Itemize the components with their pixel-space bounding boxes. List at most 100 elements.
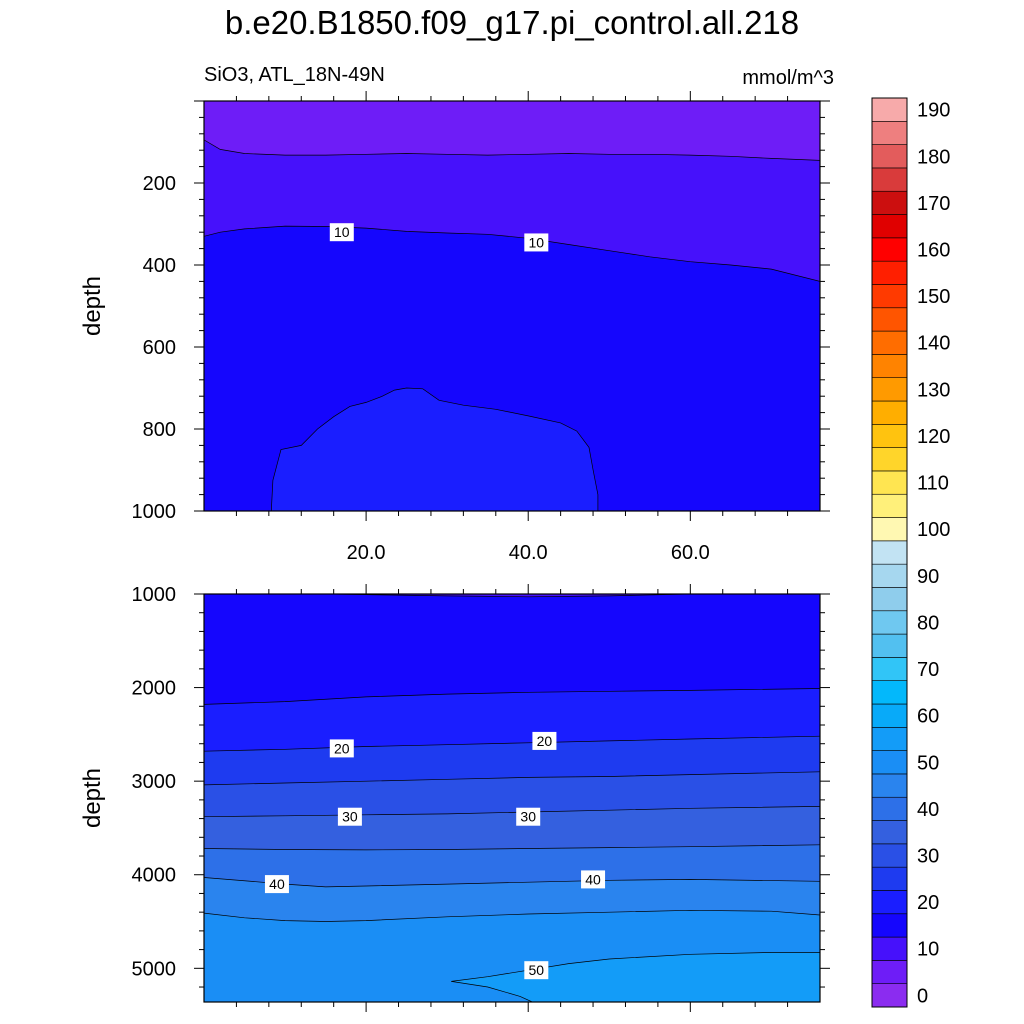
lower-panel: 1000 2000 3000 4000 5000 depth 20 20 30 30 40 40 50: [79, 584, 830, 1012]
y-tick-label: 4000: [132, 865, 177, 887]
x-tick-label: 40.0: [509, 542, 548, 564]
colorbar-tick-label: 0: [917, 985, 928, 1007]
colorbar-swatch: [871, 773, 908, 798]
colorbar-swatch: [871, 260, 908, 285]
colorbar-swatch: [871, 633, 908, 658]
contour-label-box: [581, 870, 606, 889]
colorbar-swatch: [871, 307, 908, 332]
colorbar-tick-label: 70: [917, 659, 939, 681]
y-axis-title: depth: [79, 768, 106, 828]
colorbar-swatch: [871, 284, 908, 309]
upper-band-0-5: [204, 101, 820, 161]
x-tick-label: 60.0: [671, 542, 710, 564]
colorbar-tick-label: 190: [917, 100, 950, 122]
lower-contour-40: [204, 877, 820, 888]
colorbar-swatch: [871, 727, 908, 751]
colorbar-swatch: [871, 703, 908, 728]
lower-contour-30: [204, 806, 820, 818]
colorbar-swatch: [871, 913, 908, 938]
colorbar-tick-label: 180: [917, 146, 950, 168]
contour-label-box: [329, 223, 354, 242]
colorbar-swatch: [871, 680, 908, 705]
contour-label: 40: [269, 876, 285, 892]
colorbar-tick-label: 150: [917, 286, 950, 308]
colorbar-swatch: [871, 587, 908, 612]
colorbar-tick-label: 20: [917, 892, 939, 914]
contour-label-box: [532, 731, 557, 750]
y-tick-label: 600: [143, 337, 176, 359]
contour-label-box: [264, 875, 289, 894]
lower-contour-35: [204, 844, 820, 851]
chart-title: b.e20.B1850.f09_g17.pi_control.all.218: [224, 4, 800, 41]
lower-region-50-55: [451, 952, 820, 1002]
contour-label: 20: [537, 733, 553, 749]
colorbar-swatch: [871, 750, 908, 775]
x-tick-label: 20.0: [347, 542, 386, 564]
contour-label: 20: [334, 740, 350, 756]
y-tick-label: 2000: [132, 678, 177, 700]
contour-label: 30: [520, 809, 536, 825]
contour-label-box: [524, 961, 549, 980]
colorbar-tick-label: 140: [917, 333, 950, 355]
y-tick-label: 200: [143, 173, 176, 195]
units-subtitle: mmol/m^3: [742, 67, 834, 89]
contour-label-box: [516, 807, 541, 826]
colorbar-swatch: [871, 400, 908, 425]
y-tick-label: 1000: [132, 501, 177, 523]
contour-label: 50: [529, 962, 545, 978]
colorbar-swatch: [871, 493, 908, 518]
contour-label: 10: [334, 224, 350, 240]
colorbar-swatch: [871, 936, 908, 961]
y-tick-label: 1000: [132, 584, 177, 606]
lower-contour-25: [204, 771, 820, 786]
colorbar-tick-label: 50: [917, 752, 939, 774]
colorbar-swatch: [871, 563, 908, 588]
upper-panel: 20.0 40.0 60.0 200 400 600 800 1000 depth 10 10: [79, 91, 830, 564]
colorbar-swatch: [871, 796, 908, 821]
colorbar-swatch: [871, 983, 908, 1008]
variable-subtitle: SiO3, ATL_18N-49N: [204, 64, 385, 86]
y-tick-label: 800: [143, 419, 176, 441]
colorbar-swatch: [871, 97, 908, 122]
colorbar-frame: [871, 97, 908, 1008]
colorbar-swatch: [871, 354, 908, 378]
lower-contour-45: [204, 909, 820, 922]
colorbar-tick-label: 40: [917, 799, 939, 821]
colorbar-swatch: [871, 517, 908, 542]
colorbar-tick-label: 160: [917, 240, 950, 262]
colorbar-tick-label: 90: [917, 566, 939, 588]
contour-label-box: [524, 233, 549, 252]
colorbar-swatch: [871, 866, 908, 891]
colorbar-swatch: [871, 890, 908, 915]
colorbar-swatch: [871, 237, 908, 262]
colorbar: 0 10 20 30 40 50 60 70 80 90 100 110 120 130 140 150 160…: [871, 97, 950, 1008]
colorbar-tick-label: 130: [917, 379, 950, 401]
colorbar-tick-label: 60: [917, 706, 939, 728]
lower-fill-layers: [204, 594, 820, 1002]
colorbar-tick-label: 120: [917, 426, 950, 448]
colorbar-swatch: [871, 820, 908, 845]
colorbar-swatch: [871, 424, 908, 448]
lower-contour-20: [204, 735, 820, 752]
y-tick-label: 400: [143, 255, 176, 277]
colorbar-swatch: [871, 190, 908, 215]
colorbar-swatch: [871, 377, 908, 402]
colorbar-swatch: [871, 657, 908, 681]
lower-band-10-15: [204, 594, 820, 705]
colorbar-swatch: [871, 470, 908, 495]
upper-contour-5: [204, 139, 820, 161]
colorbar-swatch: [871, 214, 908, 239]
colorbar-tick-label: 10: [917, 939, 939, 961]
upper-contour-10: [204, 225, 820, 282]
colorbar-tick-label: 170: [917, 193, 950, 215]
lower-frame: [203, 593, 821, 1003]
colorbar-swatch: [871, 330, 908, 355]
lower-contour-15: [204, 688, 820, 705]
contour-label-box: [337, 807, 362, 826]
upper-region-15-20: [270, 387, 599, 511]
colorbar-swatch: [871, 960, 908, 984]
colorbar-swatch: [871, 447, 908, 472]
colorbar-swatch: [871, 121, 908, 145]
colorbar-tick-label: 80: [917, 612, 939, 634]
